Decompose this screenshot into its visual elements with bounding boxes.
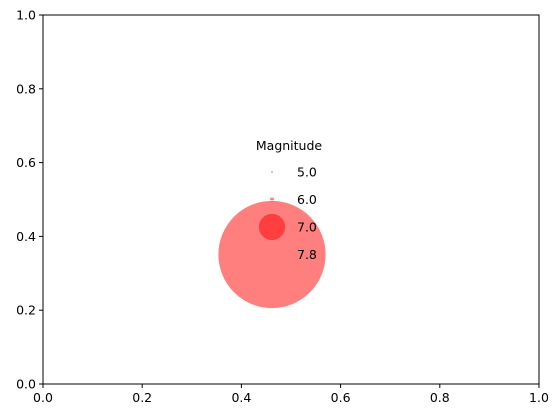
plot-area [43, 15, 539, 384]
y-tick-label: 0.2 [16, 303, 36, 318]
y-axis: 0.0 0.2 0.4 0.6 0.8 1.0 [16, 8, 43, 392]
legend-markers [217, 170, 327, 309]
x-axis: 0.0 0.2 0.4 0.6 0.8 1.0 [33, 384, 549, 405]
axes-frame [42, 14, 540, 385]
y-tick-label: 0.0 [16, 377, 36, 392]
x-tick-label: 0.8 [430, 390, 450, 405]
legend-label: 5.0 [297, 165, 317, 180]
y-tick-label: 1.0 [16, 8, 36, 23]
legend-marker-7-8 [217, 200, 327, 309]
x-tick-label: 0.0 [33, 390, 53, 405]
legend-marker-5-0 [270, 170, 274, 174]
legend-label: 6.0 [297, 192, 317, 207]
y-tick-label: 0.8 [16, 81, 36, 96]
x-tick-label: 0.6 [331, 390, 351, 405]
x-tick-label: 1.0 [529, 390, 549, 405]
legend-title: Magnitude [256, 138, 323, 153]
x-tick-label: 0.2 [132, 390, 152, 405]
legend: Magnitude 5.0 6.0 7.0 7.8 [256, 138, 323, 262]
y-tick-label: 0.6 [16, 155, 36, 170]
legend-label: 7.0 [297, 220, 317, 235]
x-tick-label: 0.4 [231, 390, 251, 405]
legend-label: 7.8 [297, 247, 317, 262]
y-tick-label: 0.4 [16, 229, 36, 244]
